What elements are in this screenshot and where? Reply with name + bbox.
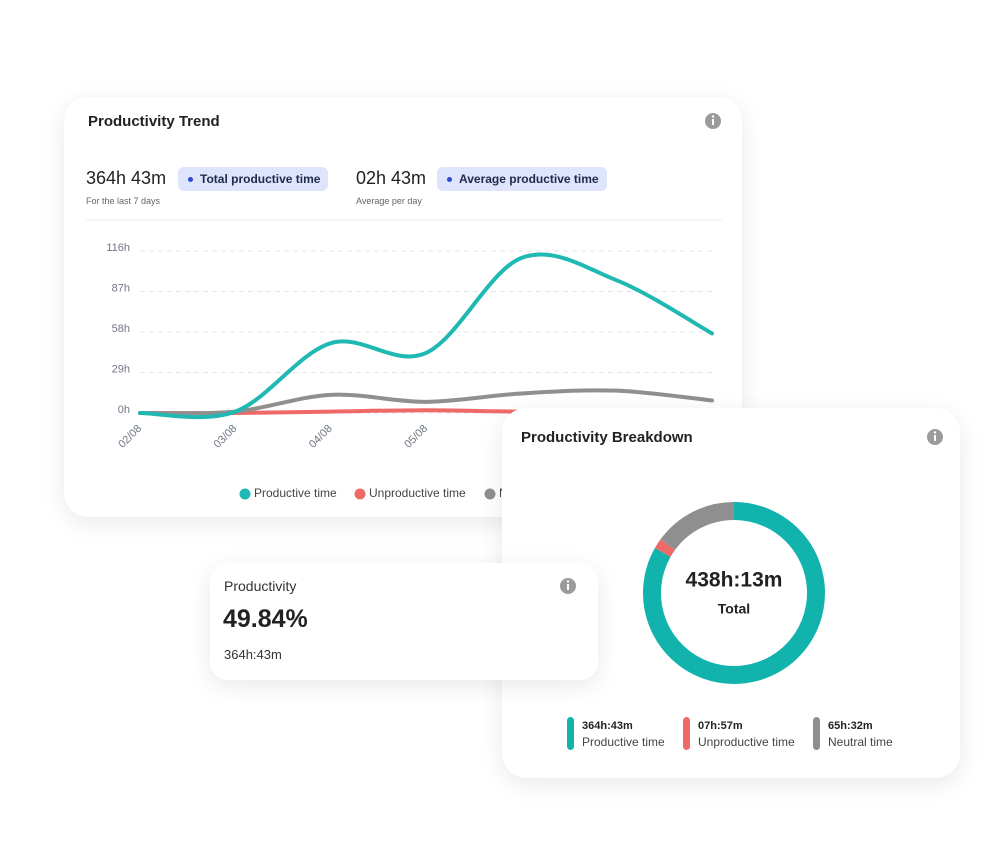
y-tick-label: 29h [112,363,130,375]
legend-swatch [813,717,820,750]
legend-value: 65h:32m [828,720,873,732]
productivity-card: Productivity 49.84% 364h:43m [210,563,598,680]
stat-value: 364h 43m [86,168,167,188]
donut-slice [660,502,735,551]
stat-badge: Average productive time [437,167,607,191]
info-glyph [712,119,714,125]
legend-label: Productive time [582,735,665,749]
stat-note: For the last 7 days [86,196,161,206]
legend-label: Neutral time [828,735,893,749]
card-title: Productivity Trend [88,113,220,130]
legend-dot [354,488,366,500]
productivity-time: 364h:43m [224,647,282,662]
info-icon[interactable] [559,577,577,595]
y-tick-label: 58h [112,323,130,335]
donut-center-label: Total [718,601,750,617]
y-tick-label: 87h [112,282,130,294]
legend-label: Productive time [254,486,337,500]
legend-swatch [567,717,574,750]
y-tick-label: 116h [106,242,130,254]
stat-badge: Total productive time [178,167,329,191]
info-glyph [566,580,570,583]
info-glyph [567,584,569,590]
stat-note: Average per day [356,196,422,206]
x-tick-label: 02/08 [116,423,144,451]
card-title: Productivity Breakdown [521,429,693,446]
x-tick-label: 04/08 [307,423,335,451]
legend-dot [239,488,251,500]
info-glyph [934,435,936,441]
donut-slice [654,539,676,558]
x-tick-label: 03/08 [212,423,240,451]
legend-label: Unproductive time [698,735,795,749]
donut-slice [643,502,825,684]
donut-center-value: 438h:13m [686,569,783,592]
donut-chart: Productivity Breakdown 438h:13m Total 36… [521,429,943,750]
legend-dot [484,488,496,500]
info-glyph [933,431,937,434]
stat-value: 02h 43m [356,168,427,188]
legend-label: Unproductive time [369,486,466,500]
series-line [138,252,714,420]
y-tick-label: 0h [118,404,130,416]
legend-swatch [683,717,690,750]
info-glyph [711,115,715,118]
trend-card: 0h 29h 58h 87h 116h 02/08 03/08 04/08 05/08 Produ… [64,97,742,517]
legend-value: 07h:57m [698,720,743,732]
productivity-percent: 49.84% [223,605,308,633]
x-tick-label: 05/08 [402,423,430,451]
legend-value: 364h:43m [582,720,633,732]
card-title: Productivity [224,578,297,594]
